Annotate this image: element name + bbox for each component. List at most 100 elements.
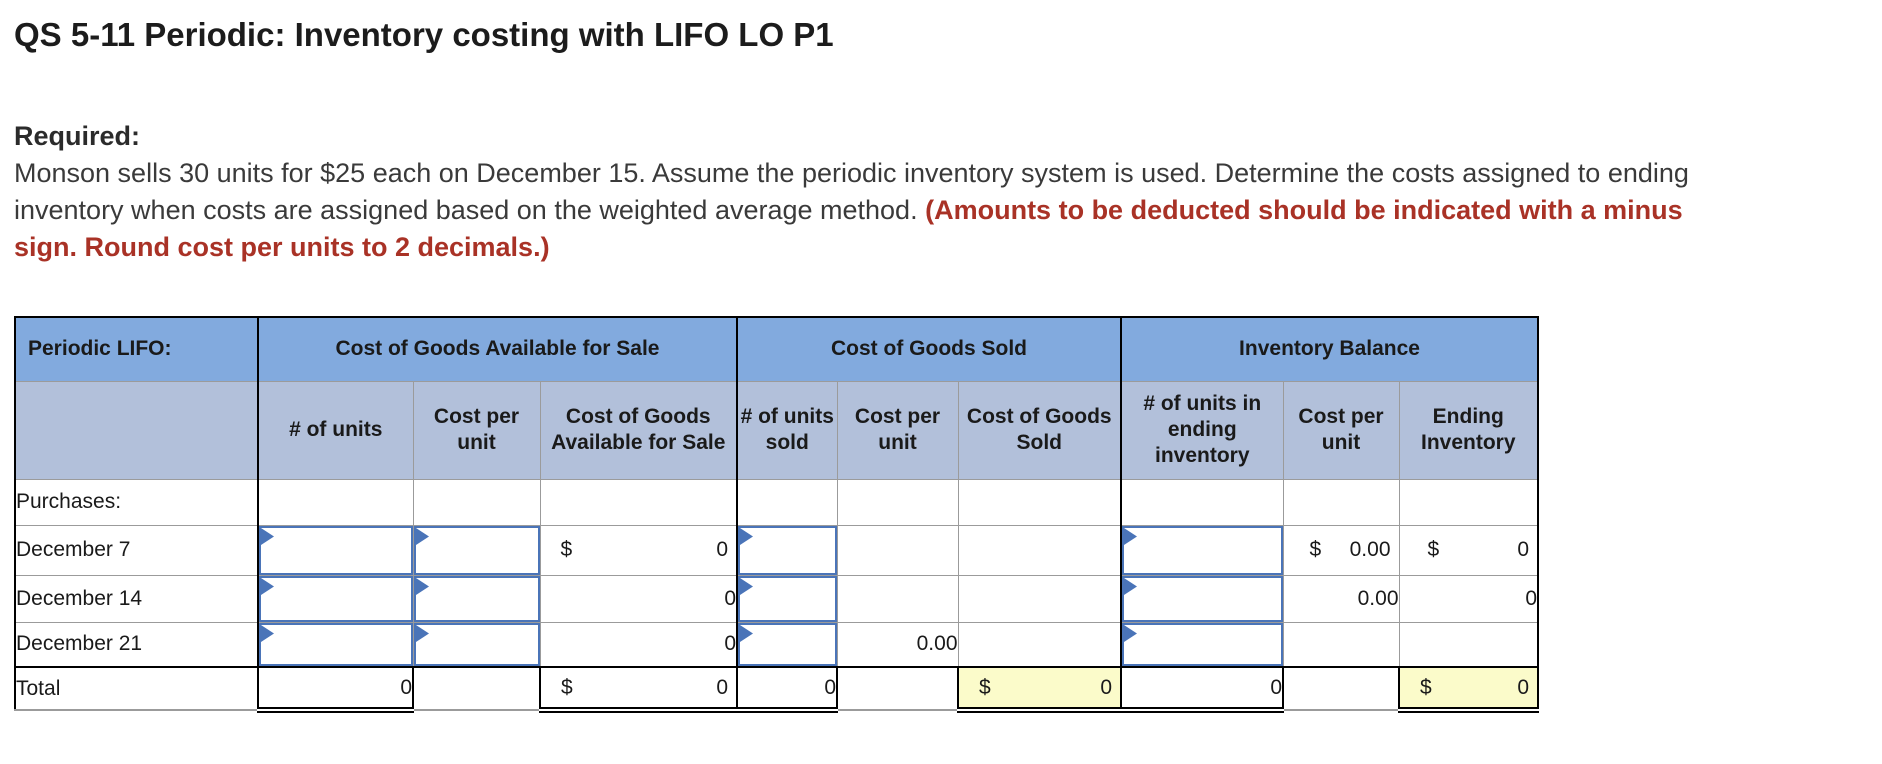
column-header-units: # of units [257, 380, 414, 480]
cell-dec7-units [257, 524, 414, 576]
cell-dec21-ending-inventory [1398, 621, 1539, 668]
input-dec14-units[interactable] [260, 576, 412, 621]
cell-dec7-cogs [957, 524, 1122, 576]
currency-symbol: $ [1309, 538, 1322, 561]
row-label-december-21: December 21 [14, 621, 259, 668]
cell-dec7-inv-cpu: $0.00 [1282, 524, 1400, 576]
cell-dec21-cogs [957, 621, 1122, 668]
cell-blank [1282, 666, 1400, 711]
input-dec7-units[interactable] [260, 526, 412, 574]
currency-symbol: $ [1427, 538, 1440, 561]
cell-dec14-cogs [957, 574, 1122, 623]
row-december-7: December 7 $0 $0.00 [14, 524, 1539, 576]
instructions-paragraph: Monson sells 30 units for $25 each on De… [14, 155, 1734, 266]
input-dec7-units-sold[interactable] [739, 526, 836, 574]
input-dec14-cost-per-unit[interactable] [414, 576, 539, 621]
page-title: QS 5-11 Periodic: Inventory costing with… [14, 16, 834, 53]
column-header-ending-inventory: Ending Inventory [1398, 380, 1539, 480]
cell-blank [957, 478, 1122, 526]
cell-blank [412, 478, 541, 526]
input-flag-icon [261, 624, 274, 642]
input-dec21-cost-per-unit[interactable] [414, 623, 539, 666]
input-dec7-cost-per-unit[interactable] [414, 526, 539, 574]
cell-dec21-cost-per-unit [412, 621, 541, 668]
column-header-cogs: Cost of Goods Sold [957, 380, 1122, 480]
cell-total-units-ending: 0 [1120, 666, 1284, 713]
cell-dec7-cogs-cpu [836, 524, 959, 576]
input-flag-icon [740, 577, 753, 595]
cell-total-cogas: $0 [539, 666, 738, 713]
input-flag-icon [740, 624, 753, 642]
input-dec21-units[interactable] [260, 623, 412, 666]
cell-dec14-units [257, 574, 414, 623]
page: QS 5-11 Periodic: Inventory costing with… [14, 16, 1734, 713]
cell-value: 0 [1517, 538, 1529, 561]
cell-dec7-cogas: $0 [539, 524, 738, 576]
cell-dec21-cogs-cpu: 0.00 [836, 621, 959, 668]
cell-blank [836, 478, 959, 526]
input-dec7-units-ending[interactable] [1123, 526, 1282, 574]
section-header-row: Periodic LIFO: Cost of Goods Available f… [14, 316, 1539, 382]
cell-blank [412, 666, 541, 711]
input-flag-icon [1124, 577, 1137, 595]
cell-dec21-units [257, 621, 414, 668]
input-flag-icon [1124, 527, 1137, 545]
instructions-text: Monson sells 30 units for $25 each on De… [14, 158, 1689, 225]
cell-dec21-units-sold [736, 621, 838, 668]
cell-dec14-ending-inventory: 0 [1398, 574, 1539, 623]
cell-value: 0.00 [1349, 538, 1391, 561]
section-header-inventory-balance: Inventory Balance [1120, 316, 1539, 382]
column-header-row: # of units Cost per unit Cost of Goods A… [14, 380, 1539, 480]
instructions: Required: Monson sells 30 units for $25 … [14, 118, 1734, 266]
cell-value: 0 [716, 675, 728, 699]
row-december-21: December 21 0 0.00 [14, 621, 1539, 668]
column-header-units-ending: # of units in ending inventory [1120, 380, 1284, 480]
cell-dec14-units-ending [1120, 574, 1284, 623]
section-header-cogs: Cost of Goods Sold [736, 316, 1122, 382]
cell-total-units: 0 [257, 666, 414, 713]
input-flag-icon [261, 577, 274, 595]
cell-blank [1398, 478, 1539, 526]
input-flag-icon [415, 624, 429, 642]
instructions-emphasis: (Amounts to be deducted should be indica… [14, 195, 1683, 262]
section-header-cogas: Cost of Goods Available for Sale [257, 316, 738, 382]
column-header-cost-per-unit-sold: Cost per unit [836, 380, 959, 480]
column-header-units-sold: # of units sold [736, 380, 838, 480]
cell-dec21-cogas: 0 [539, 621, 738, 668]
input-dec14-units-ending[interactable] [1123, 576, 1282, 621]
column-header-cost-per-unit: Cost per unit [412, 380, 541, 480]
cell-value: 0 [716, 538, 728, 561]
input-dec21-units-ending[interactable] [1123, 623, 1282, 666]
input-flag-icon [261, 527, 274, 545]
cell-dec14-cogs-cpu [836, 574, 959, 623]
column-header-cost-per-unit-ending: Cost per unit [1282, 380, 1400, 480]
row-label-december-14: December 14 [14, 574, 259, 623]
currency-symbol: $ [979, 675, 991, 699]
cell-total-ending-inventory: $0 [1398, 666, 1539, 713]
cell-blank [539, 478, 738, 526]
cell-dec7-units-sold [736, 524, 838, 576]
input-dec14-units-sold[interactable] [739, 576, 836, 621]
row-label-total: Total [14, 666, 259, 711]
cell-dec14-inv-cpu: 0.00 [1282, 574, 1400, 623]
cell-dec7-ending-inventory: $0 [1398, 524, 1539, 576]
cell-dec7-units-ending [1120, 524, 1284, 576]
row-purchases: Purchases: [14, 478, 1539, 526]
cell-value: 0 [1517, 675, 1529, 699]
input-flag-icon [415, 527, 429, 545]
input-flag-icon [740, 527, 753, 545]
row-label-december-7: December 7 [14, 524, 259, 576]
input-dec21-units-sold[interactable] [739, 623, 836, 666]
cell-dec7-cost-per-unit [412, 524, 541, 576]
cell-dec14-units-sold [736, 574, 838, 623]
currency-symbol: $ [561, 675, 573, 699]
cell-dec14-cogas: 0 [539, 574, 738, 623]
input-flag-icon [1124, 624, 1137, 642]
row-label-purchases: Purchases: [14, 478, 259, 526]
cell-total-cogs: $0 [957, 666, 1122, 713]
cell-dec14-cost-per-unit [412, 574, 541, 623]
cell-total-units-sold: 0 [736, 666, 838, 713]
column-header-cogas: Cost of Goods Available for Sale [539, 380, 738, 480]
row-december-14: December 14 0 0.00 0 [14, 574, 1539, 623]
cell-dec21-inv-cpu [1282, 621, 1400, 668]
